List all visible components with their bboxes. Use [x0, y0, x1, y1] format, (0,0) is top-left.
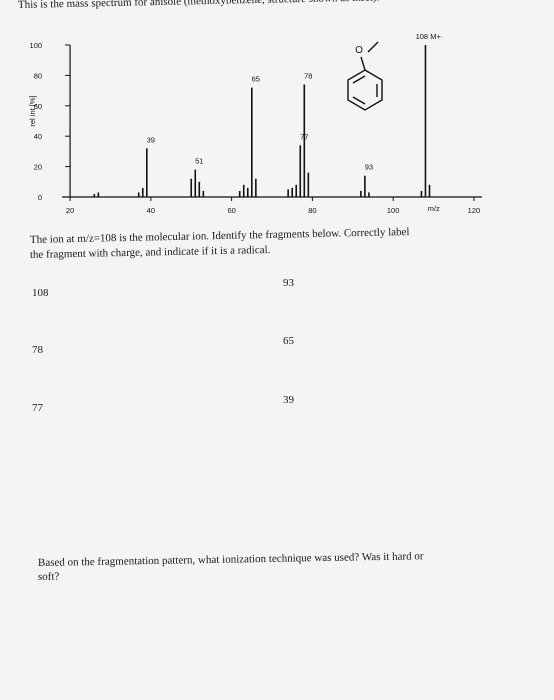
peak-label: 51 — [195, 157, 203, 166]
y-tick-label: 100 — [30, 41, 43, 50]
question-line: soft? — [38, 571, 60, 583]
fragment: 78 — [32, 344, 44, 356]
peak-label: 65 — [252, 75, 260, 84]
peak-label: 108 M+· — [416, 32, 444, 41]
fragment: 77 — [32, 402, 44, 414]
fragment: 108 — [32, 287, 49, 299]
x-tick-label: 120 — [468, 206, 481, 215]
fragment: 39 — [283, 394, 295, 406]
y-tick-label: 0 — [38, 193, 42, 202]
peak-label: 93 — [365, 163, 373, 172]
peak-label: 78 — [304, 72, 312, 81]
instruction-line: the fragment with charge, and indicate i… — [30, 244, 271, 261]
fragment: 93 — [283, 277, 295, 289]
x-tick-label: 100 — [387, 206, 400, 215]
x-tick-label: 80 — [308, 206, 316, 215]
peak-label: 77 — [300, 132, 308, 141]
title: This is the mass spectrum for anisole (m… — [18, 0, 380, 11]
y-axis-label: rel int [%] — [28, 95, 37, 126]
peak-label: 39 — [147, 135, 155, 144]
y-tick-label: 80 — [34, 71, 42, 80]
y-tick-label: 20 — [34, 163, 42, 172]
x-tick-label: 60 — [227, 206, 235, 215]
inset-structure — [347, 41, 383, 111]
y-tick-label: 40 — [34, 132, 42, 141]
y-tick-label: 60 — [34, 102, 42, 111]
inset-atom: O — [355, 45, 363, 56]
x-tick-label: 40 — [147, 206, 155, 215]
x-axis-label: m/z — [428, 204, 440, 213]
x-tick-label: 20 — [66, 206, 74, 215]
fragment: 65 — [283, 335, 295, 347]
